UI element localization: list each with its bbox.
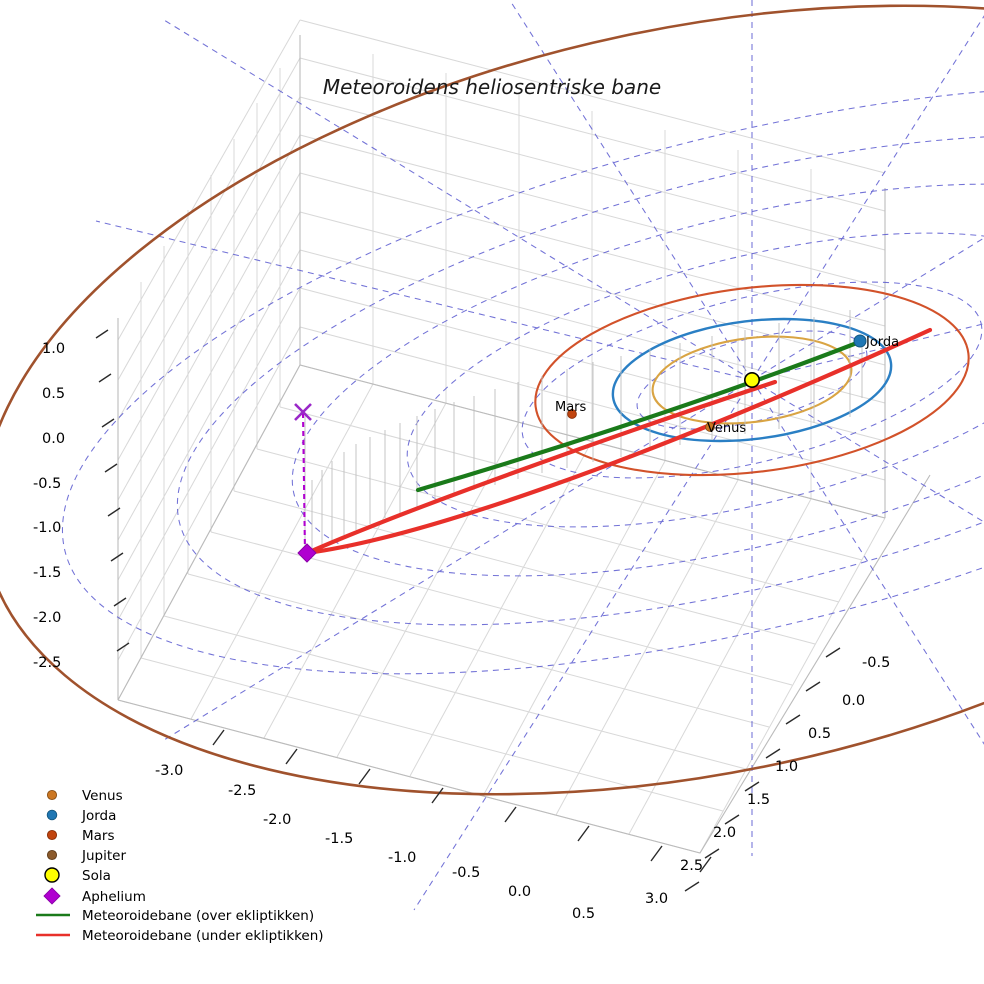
page-title: Meteoroidens heliosentriske bane xyxy=(323,75,661,99)
orbit-mars xyxy=(534,283,970,477)
planet-marker-jorda xyxy=(853,334,867,348)
sun-marker xyxy=(743,371,760,388)
z-axis: 1.0 0.5 0.0 -0.5 -1.0 -1.5 -2.0 -2.5 xyxy=(33,329,130,671)
z-tick-3: -0.5 xyxy=(33,476,61,492)
planet-label-jorda: Jorda xyxy=(865,335,899,350)
y-tick-7: 3.0 xyxy=(645,891,668,907)
z-tick-7: -2.5 xyxy=(33,655,61,671)
legend-marker-jupiter xyxy=(46,849,58,861)
aphelion-projection-x-icon xyxy=(294,403,312,421)
legend-label-aphelium: Aphelium xyxy=(82,889,146,905)
orbit-jorda xyxy=(611,317,893,443)
meteoroid-orbit-above xyxy=(415,338,865,493)
legend-marker-jorda xyxy=(46,809,58,821)
orbit-jupiter xyxy=(0,4,984,796)
legend-marker-mars xyxy=(46,829,58,841)
ecliptic-polar-grid xyxy=(61,0,984,911)
legend-marker-venus xyxy=(46,789,58,801)
legend-label-jorda: Jorda xyxy=(81,808,116,824)
y-axis: -0.5 0.0 0.5 1.0 1.5 2.0 2.5 3.0 xyxy=(645,647,890,907)
y-tick-2: 0.5 xyxy=(808,726,831,742)
legend: Venus Jorda Mars Jupiter Sola Aphelium M… xyxy=(36,788,324,944)
legend-label-orbit-below: Meteoroidebane (under ekliptikken) xyxy=(82,928,324,944)
planet-marker-mars xyxy=(567,409,577,419)
z-tick-5: -1.5 xyxy=(33,565,61,581)
legend-label-venus: Venus xyxy=(82,788,123,804)
y-tick-0: -0.5 xyxy=(862,655,890,671)
z-tick-4: -1.0 xyxy=(33,520,61,536)
z-tick-6: -2.0 xyxy=(33,610,61,626)
y-tick-1: 0.0 xyxy=(842,693,865,709)
legend-marker-sola xyxy=(44,867,60,883)
x-tick-3: -1.5 xyxy=(325,831,353,847)
y-tick-6: 2.5 xyxy=(680,858,703,874)
legend-label-jupiter: Jupiter xyxy=(81,848,126,864)
planet-label-venus: Venus xyxy=(707,421,746,436)
planet-label-mars: Mars xyxy=(555,400,587,415)
legend-label-mars: Mars xyxy=(82,828,115,844)
legend-label-sola: Sola xyxy=(82,868,111,884)
z-tick-2: 0.0 xyxy=(42,431,65,447)
y-tick-3: 1.0 xyxy=(775,759,798,775)
x-tick-5: -0.5 xyxy=(452,865,480,881)
orbit-projection-stems xyxy=(304,310,863,553)
x-tick-1: -2.5 xyxy=(228,783,256,799)
y-tick-5: 2.0 xyxy=(713,825,736,841)
x-tick-2: -2.0 xyxy=(263,812,291,828)
x-tick-4: -1.0 xyxy=(388,850,416,866)
aphelion-marker xyxy=(297,543,317,563)
x-tick-0: -3.0 xyxy=(155,763,183,779)
x-axis: -3.0 -2.5 -2.0 -1.5 -1.0 -0.5 0.0 0.5 xyxy=(155,729,712,922)
orbit-venus xyxy=(651,335,853,425)
z-tick-0: 1.0 xyxy=(42,341,65,357)
x-tick-6: 0.0 xyxy=(508,884,531,900)
y-tick-4: 1.5 xyxy=(747,792,770,808)
x-tick-7: 0.5 xyxy=(572,906,595,922)
z-tick-1: 0.5 xyxy=(42,386,65,402)
aphelion-stem xyxy=(301,411,307,554)
legend-marker-aphelium xyxy=(43,887,61,905)
legend-label-orbit-above: Meteoroidebane (over ekliptikken) xyxy=(82,908,314,924)
planet-marker-venus xyxy=(705,422,715,432)
meteoroid-orbit-below xyxy=(304,327,933,556)
